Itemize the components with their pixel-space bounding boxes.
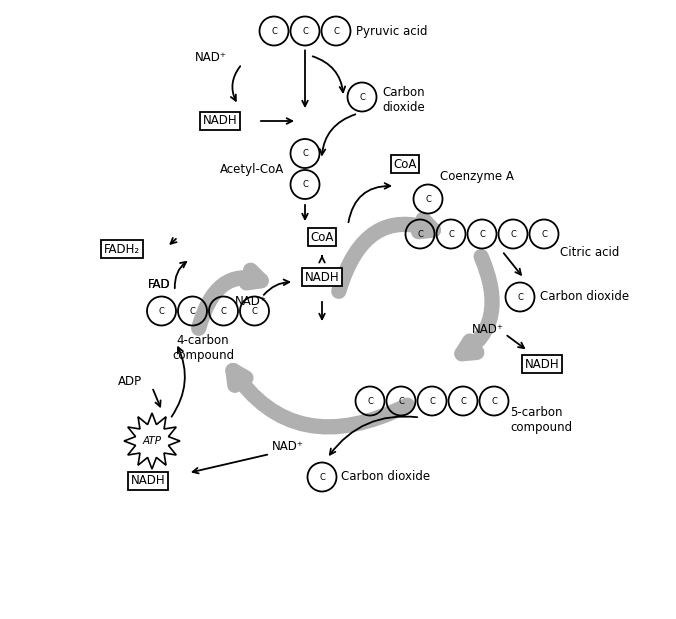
Text: NAD⁺: NAD⁺	[195, 51, 227, 64]
Text: C: C	[510, 230, 516, 238]
Text: C: C	[425, 194, 431, 204]
Text: NADH: NADH	[305, 271, 339, 284]
Text: C: C	[271, 27, 277, 35]
Text: CoA: CoA	[393, 157, 416, 170]
Text: NAD⁺: NAD⁺	[472, 322, 504, 335]
Text: C: C	[517, 293, 523, 301]
Text: FAD: FAD	[148, 277, 170, 290]
Text: NAD⁺: NAD⁺	[272, 441, 304, 454]
Text: C: C	[460, 397, 466, 405]
Text: Pyruvic acid: Pyruvic acid	[356, 25, 428, 38]
Text: C: C	[479, 230, 485, 238]
Text: FADH₂: FADH₂	[104, 243, 140, 256]
Text: C: C	[491, 397, 497, 405]
Text: C: C	[251, 306, 258, 316]
Text: 5-carbon
compound: 5-carbon compound	[510, 406, 573, 434]
Text: Coenzyme A: Coenzyme A	[440, 170, 514, 183]
Text: C: C	[367, 397, 373, 405]
Text: C: C	[302, 149, 308, 158]
Text: C: C	[359, 92, 365, 102]
Text: Citric acid: Citric acid	[560, 246, 620, 259]
Text: CoA: CoA	[310, 230, 334, 243]
Polygon shape	[124, 413, 180, 469]
Text: C: C	[189, 306, 195, 316]
Text: C: C	[429, 397, 435, 405]
Text: C: C	[302, 180, 308, 189]
Text: NADH: NADH	[525, 358, 559, 371]
Text: C: C	[302, 27, 308, 35]
Text: NAD⁺: NAD⁺	[235, 295, 267, 308]
Text: 4-carbon
compound: 4-carbon compound	[172, 334, 234, 361]
Text: C: C	[398, 397, 404, 405]
Text: Carbon dioxide: Carbon dioxide	[541, 290, 629, 303]
Text: C: C	[319, 472, 325, 482]
Text: ADP: ADP	[118, 374, 142, 387]
Text: NADH: NADH	[203, 115, 237, 128]
Text: C: C	[448, 230, 454, 238]
Text: C: C	[333, 27, 339, 35]
Text: Carbon dioxide: Carbon dioxide	[341, 470, 431, 483]
Text: Carbon
dioxide: Carbon dioxide	[383, 86, 425, 114]
Text: C: C	[541, 230, 547, 238]
Text: C: C	[417, 230, 423, 238]
Text: ATP: ATP	[143, 436, 162, 446]
Text: Acetyl-CoA: Acetyl-CoA	[220, 163, 285, 176]
Text: C: C	[159, 306, 164, 316]
Text: NADH: NADH	[130, 475, 166, 488]
Text: FAD: FAD	[148, 277, 170, 290]
Text: C: C	[220, 306, 226, 316]
